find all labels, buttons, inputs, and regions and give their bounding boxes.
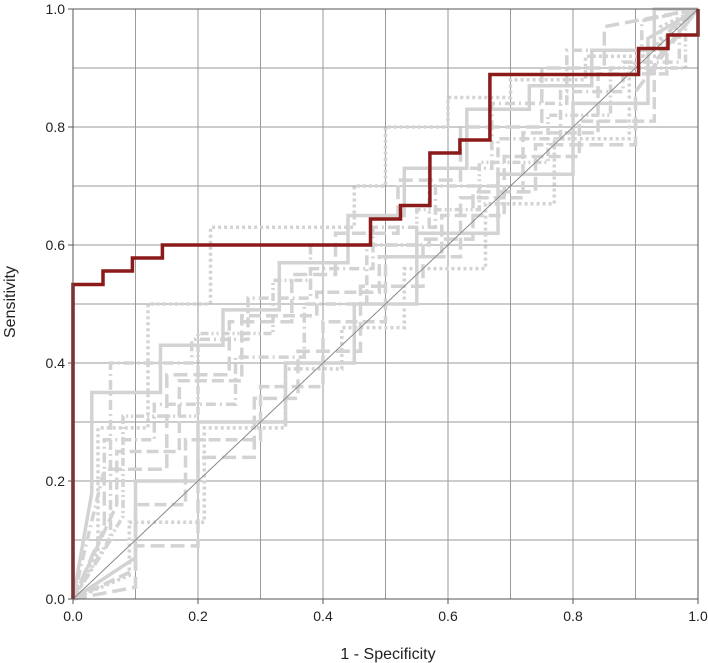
- axis-ticks: 0.0 0.2 0.4 0.6 0.8 1.0 0.0 0.2 0.4 0.6 0.8 1.0: [46, 1, 708, 624]
- background-roc-curve: [71, 7, 700, 600]
- x-axis-title: 1 - Specificity: [340, 646, 435, 663]
- y-tick-label: 1.0: [46, 1, 66, 17]
- background-roc-curve: [72, 7, 700, 601]
- x-tick-label: 1.0: [688, 608, 708, 624]
- y-tick-label: 0.2: [46, 473, 66, 489]
- background-roc-curve: [72, 7, 700, 601]
- y-tick-label: 0.0: [46, 591, 66, 607]
- background-roc-curve: [71, 7, 699, 600]
- background-roc-curve: [71, 7, 699, 600]
- y-axis-title: Sensitivity: [2, 266, 19, 338]
- y-tick-label: 0.6: [46, 237, 66, 253]
- background-roc-curve: [71, 7, 698, 600]
- y-tick-label: 0.4: [46, 355, 66, 371]
- y-tick-label: 0.8: [46, 119, 66, 135]
- x-tick-label: 0.8: [563, 608, 583, 624]
- x-tick-label: 0.6: [438, 608, 458, 624]
- x-tick-label: 0.4: [313, 608, 333, 624]
- x-tick-label: 0.0: [63, 608, 83, 624]
- background-roc-curve: [71, 7, 699, 600]
- main-roc-curve: [71, 9, 700, 599]
- x-tick-label: 0.2: [188, 608, 208, 624]
- diagonal-line: [72, 8, 699, 600]
- background-roc-curve: [71, 7, 699, 600]
- reference-diagonal: [72, 8, 699, 600]
- plot-frame: [72, 8, 699, 600]
- background-roc-curve: [72, 7, 700, 601]
- main-roc-line: [71, 9, 700, 599]
